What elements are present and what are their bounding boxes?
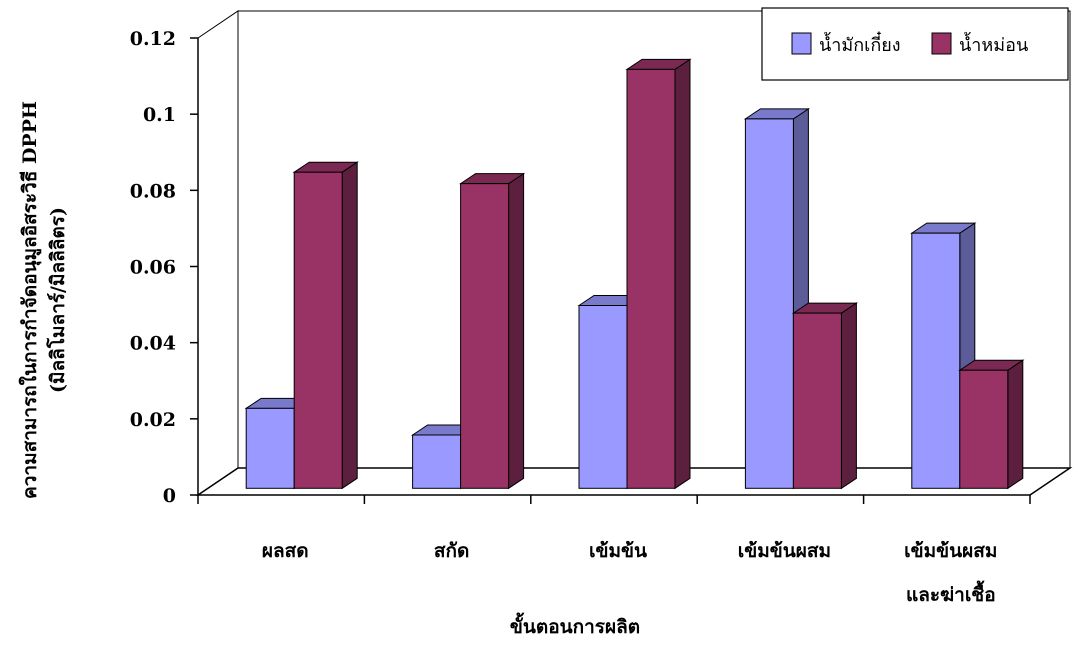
bar-front [245, 407, 295, 489]
bar-side [840, 302, 857, 490]
y-tick-label: 0.12 [130, 28, 176, 50]
bar-front [626, 68, 676, 489]
side-wall [197, 10, 239, 496]
bar-0-1 [292, 161, 359, 490]
y-axis: 0 0.02 0.04 0.06 0.08 0.1 0.12 [130, 28, 199, 507]
y-tick-label: 0.04 [130, 333, 176, 355]
bar-4-0 [910, 222, 977, 490]
legend-swatch [791, 32, 812, 55]
bar-front [744, 118, 794, 489]
legend-box [761, 7, 1069, 81]
bars [244, 58, 1025, 490]
bar-2-1 [625, 58, 692, 490]
x-tick-label: เข้มข้นผสม [738, 540, 831, 562]
y-tick-label: 0.08 [130, 180, 176, 202]
back-wall [238, 10, 1071, 468]
x-tick-label: ผลสด [262, 540, 309, 562]
bar-side [674, 58, 691, 490]
legend-label: น้ำหม่อน [959, 32, 1028, 56]
bar-side [508, 172, 525, 490]
bar-1-1 [458, 172, 526, 490]
x-tick-label: เข้มข้นผสม [904, 540, 997, 562]
floor [195, 467, 1073, 496]
legend-label: น้ำมักเกี๋ยง [819, 31, 901, 56]
bar-front [959, 369, 1009, 489]
x-tick-label: สกัด [434, 540, 469, 562]
y-tick-label: 0.1 [143, 104, 176, 126]
bar-front [911, 232, 961, 489]
bar-side [341, 161, 358, 490]
y-tick-label: 0.06 [130, 257, 176, 279]
bar-3-1 [791, 302, 859, 490]
y-axis-title-line: ความสามารถในการกำจัดอนุมูลอิสระวิธี DPPH [18, 101, 42, 499]
legend: น้ำมักเกี๋ยง น้ำหม่อน [761, 7, 1069, 81]
y-axis-title: ความสามารถในการกำจัดอนุมูลอิสระวิธี DPPH… [18, 101, 69, 499]
legend-swatch [931, 32, 952, 55]
x-axis: ผลสด สกัด เข้มข้น เข้มข้นผสม เข้มข้นผสมและฆ่… [197, 495, 1031, 606]
bar-front [578, 305, 628, 489]
bar-front [792, 312, 842, 489]
bar-front [460, 183, 510, 489]
x-tick-label: และฆ่าเชื้อ [906, 580, 996, 606]
bar-4-1 [958, 359, 1025, 490]
x-tick-label: เข้มข้น [589, 540, 647, 562]
y-axis-title-line: (มิลลิโมลาร์/มิลลิลิตร) [46, 207, 69, 393]
y-tick-label: 0 [163, 485, 176, 507]
bar-front [412, 434, 462, 489]
bar-side [1007, 359, 1024, 490]
x-axis-title: ขั้นตอนการผลิต [510, 612, 640, 638]
y-tick-label: 0.02 [130, 409, 176, 431]
bar-front [293, 171, 343, 489]
